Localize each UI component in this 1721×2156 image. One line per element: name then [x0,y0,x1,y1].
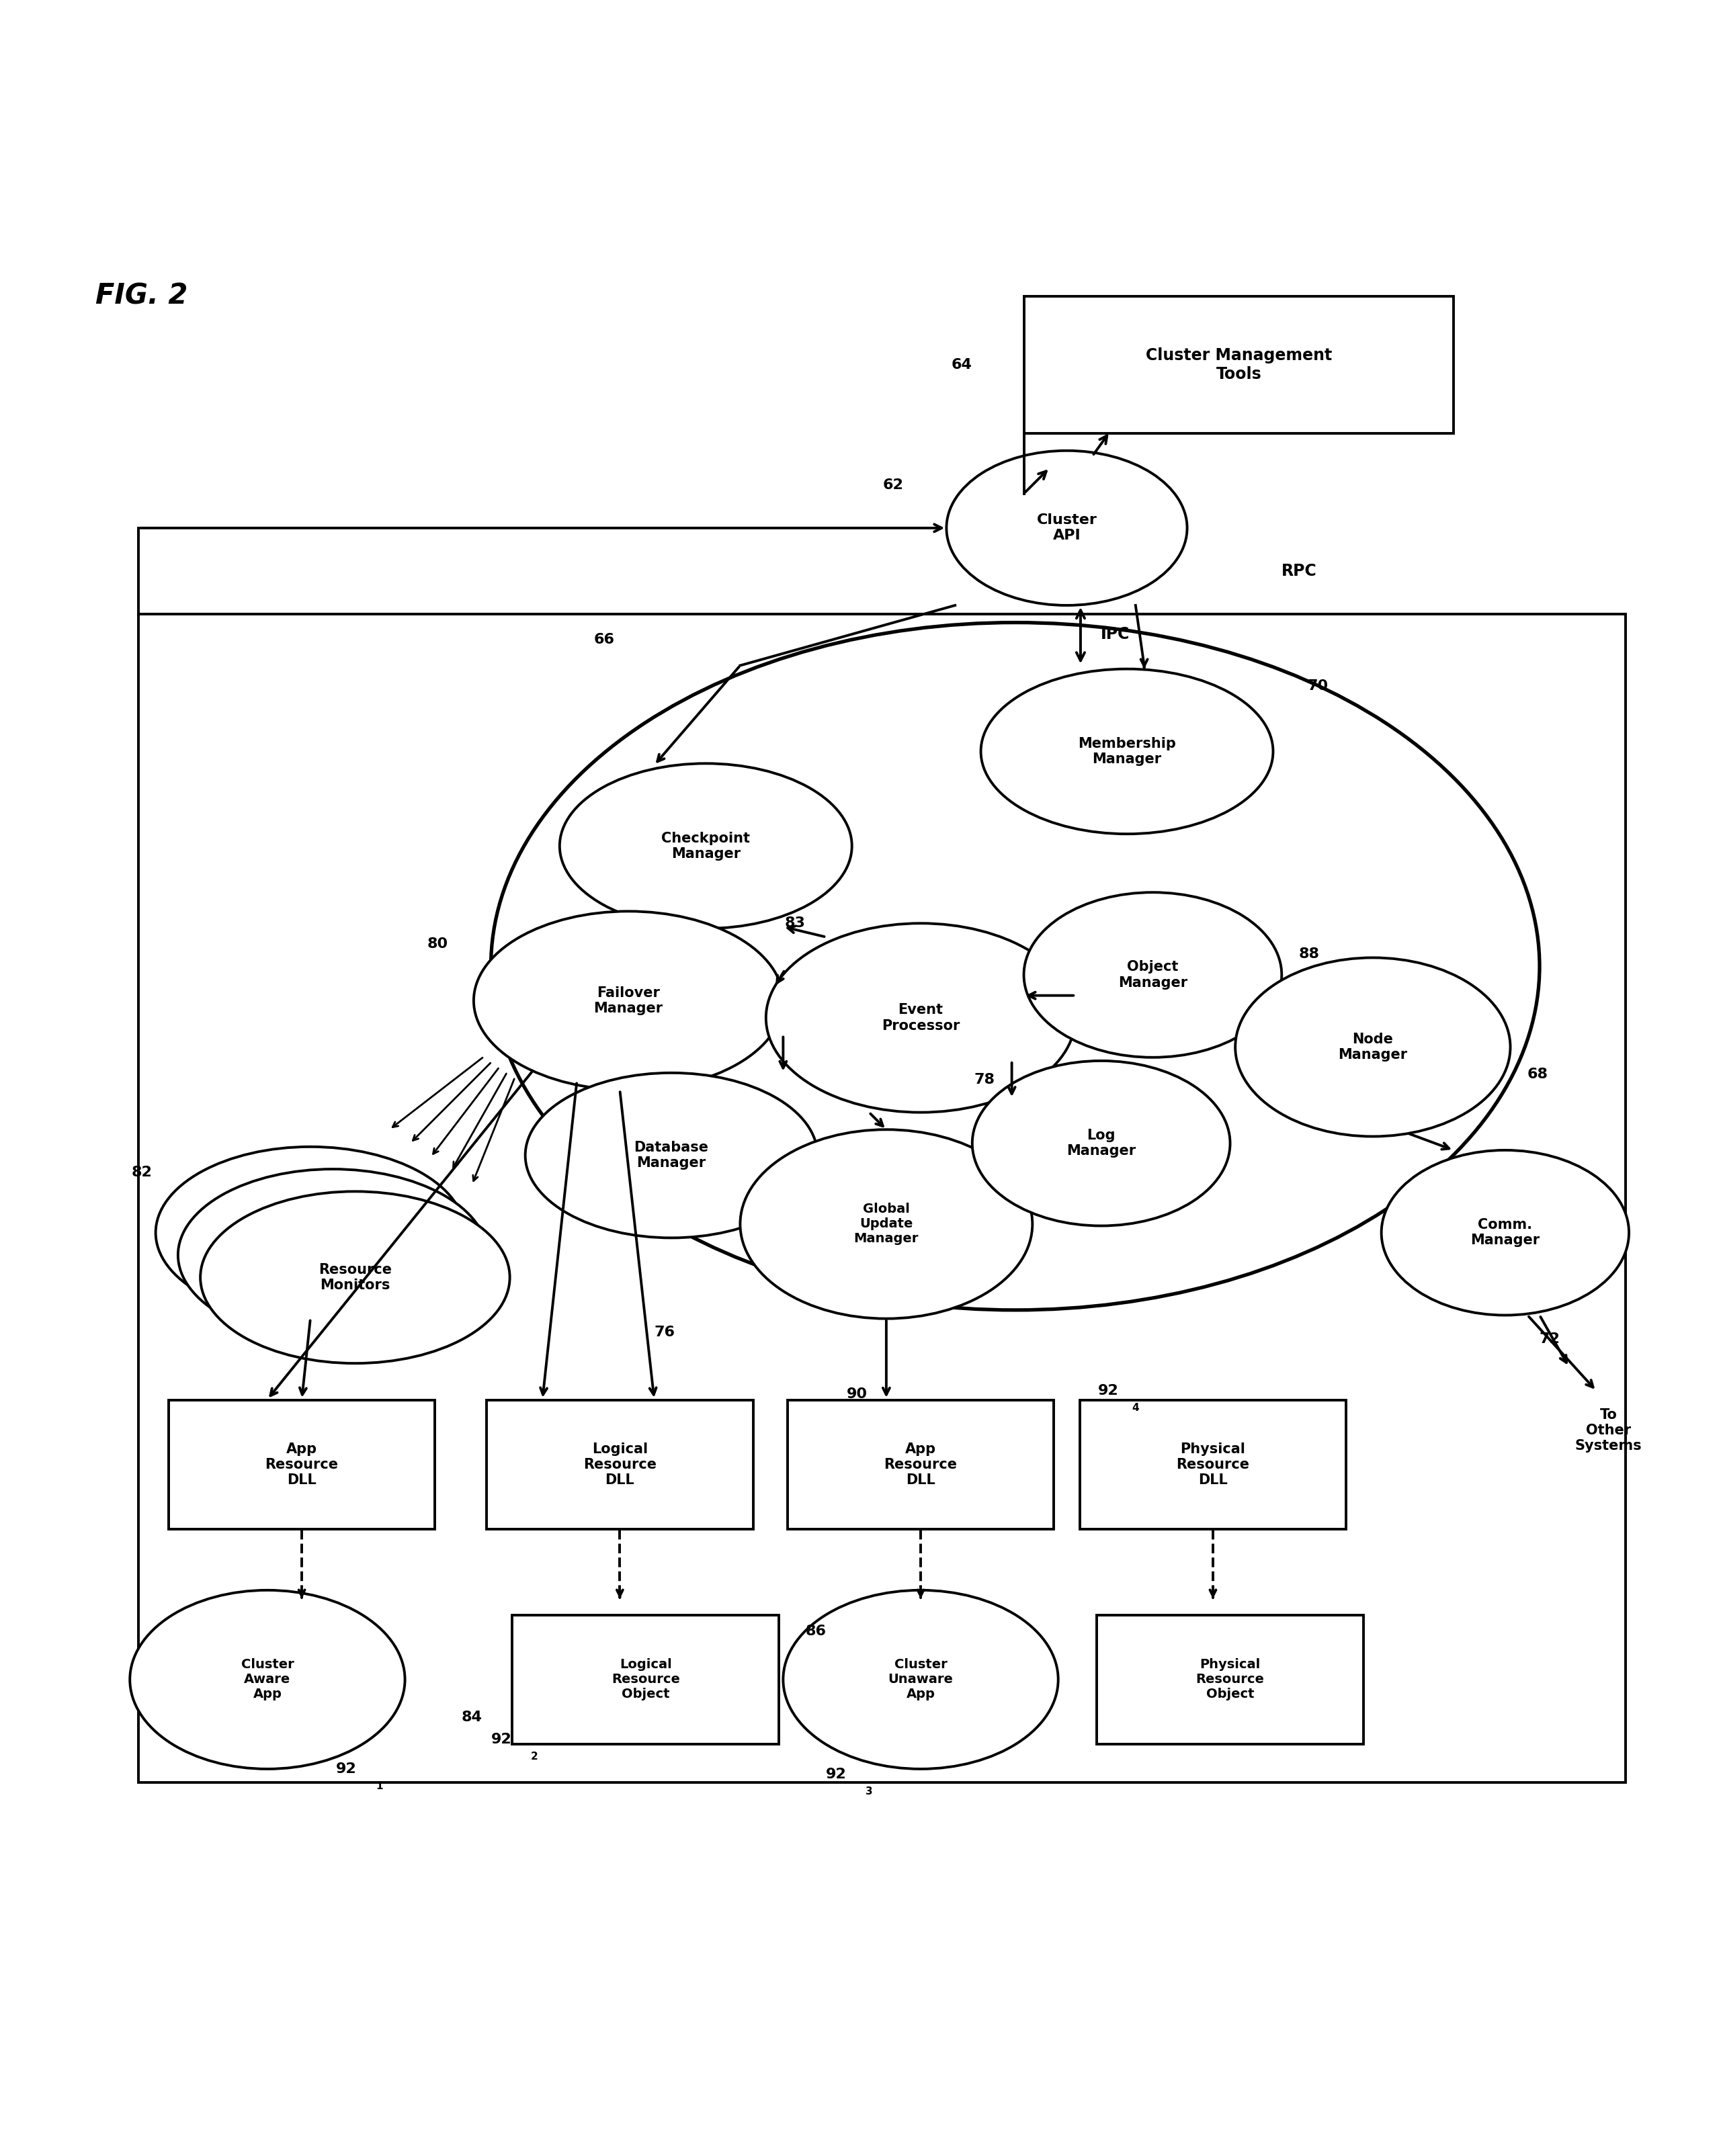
Text: Physical
Resource
Object: Physical Resource Object [1196,1658,1265,1701]
FancyBboxPatch shape [1079,1399,1346,1529]
Text: 76: 76 [654,1326,675,1339]
Ellipse shape [981,668,1274,834]
Text: Log
Manager: Log Manager [1067,1130,1136,1158]
Ellipse shape [490,623,1540,1311]
Text: Membership
Manager: Membership Manager [1077,737,1175,765]
Text: Database
Manager: Database Manager [633,1141,709,1171]
Text: 86: 86 [805,1626,826,1639]
Text: RPC: RPC [1280,563,1317,580]
FancyBboxPatch shape [513,1615,780,1744]
Ellipse shape [200,1192,509,1363]
Text: Cluster
Unaware
App: Cluster Unaware App [888,1658,953,1701]
Text: 70: 70 [1308,679,1329,692]
Text: IPC: IPC [1100,627,1129,642]
Text: 92: 92 [490,1733,511,1746]
Text: Physical
Resource
DLL: Physical Resource DLL [1175,1442,1249,1488]
Text: 92: 92 [826,1768,847,1781]
Ellipse shape [783,1591,1058,1768]
Ellipse shape [1382,1149,1630,1315]
Text: Event
Processor: Event Processor [881,1003,960,1033]
FancyBboxPatch shape [487,1399,754,1529]
Ellipse shape [947,451,1187,606]
Text: 2: 2 [530,1753,537,1761]
Ellipse shape [177,1169,487,1341]
Ellipse shape [559,763,852,929]
Ellipse shape [972,1061,1231,1227]
Text: 84: 84 [461,1710,482,1725]
Text: Object
Manager: Object Manager [1119,959,1187,990]
Text: FIG. 2: FIG. 2 [95,282,188,310]
Text: Node
Manager: Node Manager [1339,1033,1408,1061]
Text: Cluster
Aware
App: Cluster Aware App [241,1658,294,1701]
Text: 92: 92 [1098,1384,1119,1397]
Text: 4: 4 [1132,1404,1139,1412]
Text: Checkpoint
Manager: Checkpoint Manager [661,832,750,860]
Text: 83: 83 [785,916,805,929]
Text: 88: 88 [1299,946,1320,962]
Text: 80: 80 [427,938,447,951]
Text: 64: 64 [952,358,972,371]
Text: 82: 82 [131,1166,151,1179]
Text: Resource
Monitors: Resource Monitors [318,1263,392,1291]
Text: 90: 90 [847,1388,867,1401]
Text: 1: 1 [375,1781,382,1792]
FancyBboxPatch shape [169,1399,435,1529]
Text: Cluster
API: Cluster API [1036,513,1096,543]
Text: App
Resource
DLL: App Resource DLL [265,1442,339,1488]
Text: Cluster Management
Tools: Cluster Management Tools [1146,347,1332,382]
Text: 62: 62 [883,479,904,492]
Ellipse shape [525,1074,817,1238]
Ellipse shape [740,1130,1033,1319]
Ellipse shape [1024,893,1282,1056]
Text: Global
Update
Manager: Global Update Manager [854,1203,919,1246]
Ellipse shape [473,912,783,1091]
Text: 68: 68 [1528,1067,1549,1082]
Text: Comm.
Manager: Comm. Manager [1470,1218,1540,1246]
Text: To
Other
Systems: To Other Systems [1575,1408,1642,1453]
Text: Logical
Resource
Object: Logical Resource Object [611,1658,680,1701]
FancyBboxPatch shape [1024,295,1454,433]
Text: 72: 72 [1540,1332,1561,1345]
FancyBboxPatch shape [788,1399,1053,1529]
Ellipse shape [155,1147,465,1319]
Text: 3: 3 [866,1787,873,1796]
Text: Failover
Manager: Failover Manager [594,985,663,1015]
Text: 78: 78 [974,1074,995,1087]
Ellipse shape [766,923,1076,1112]
Text: 92: 92 [336,1761,356,1777]
Ellipse shape [1236,957,1511,1136]
Text: 66: 66 [594,634,614,647]
Ellipse shape [129,1591,404,1768]
FancyBboxPatch shape [1096,1615,1363,1744]
Text: Logical
Resource
DLL: Logical Resource DLL [583,1442,656,1488]
Text: App
Resource
DLL: App Resource DLL [885,1442,957,1488]
